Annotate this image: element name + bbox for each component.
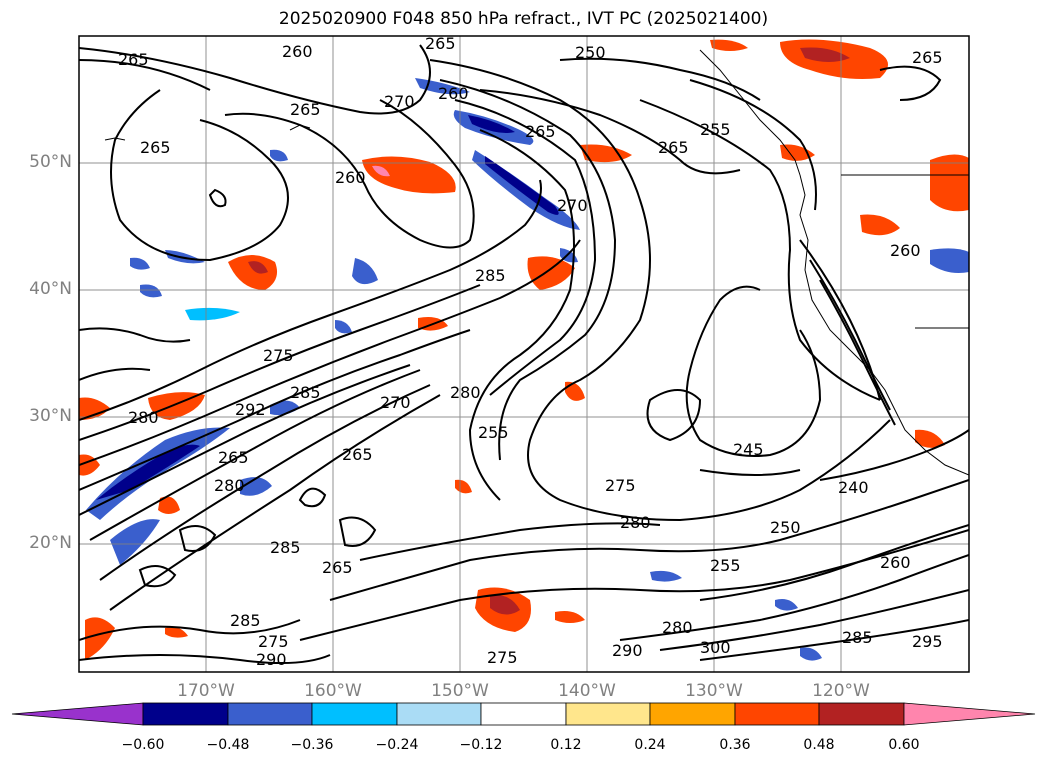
contour-label: 300 [700, 638, 731, 657]
lon-label: 170°W [177, 681, 235, 701]
colorbar-segment [734, 702, 820, 726]
colorbar-tick-label: 0.24 [634, 737, 666, 753]
contour-label: 285 [230, 611, 261, 630]
contour-label: 280 [214, 476, 245, 495]
contour-label: 265 [342, 445, 373, 464]
contour-label: 250 [770, 518, 801, 537]
coastline [104, 49, 969, 476]
contour-label: 280 [128, 408, 159, 427]
contour-label: 292 [235, 400, 266, 419]
contour-label: 270 [380, 393, 411, 412]
colorbar-tick-label: 0.12 [550, 737, 582, 753]
contour-label: 265 [425, 34, 456, 53]
lon-label: 160°W [304, 681, 362, 701]
contour-label: 250 [575, 43, 606, 62]
colorbar [11, 702, 1036, 726]
colorbar-tick-label: −0.48 [206, 737, 250, 753]
contour-label: 265 [912, 48, 943, 67]
contour-label: 285 [842, 628, 873, 647]
contour-label: 275 [263, 346, 294, 365]
contour-label: 255 [700, 120, 731, 139]
contour-label: 260 [438, 84, 469, 103]
contour-label: 265 [118, 50, 149, 69]
colorbar-tick-label: −0.12 [459, 737, 503, 753]
contour-label: 265 [525, 122, 556, 141]
lat-label: 20°N [29, 533, 72, 553]
colorbar-tick-label: −0.24 [375, 737, 419, 753]
contour-label: 270 [384, 92, 415, 111]
colorbar-tick-label: 0.60 [888, 737, 920, 753]
contour-label: 295 [912, 632, 943, 651]
colorbar-tick-label: −0.36 [290, 737, 334, 753]
colorbar-tick-label: −0.60 [121, 737, 165, 753]
lon-label: 140°W [558, 681, 616, 701]
colorbar-tick-label: 0.36 [719, 737, 751, 753]
colorbar-segment [396, 702, 482, 726]
contour-label: 265 [140, 138, 171, 157]
map-title: 2025020900 F048 850 hPa refract., IVT PC… [278, 9, 769, 29]
contour-label: 280 [450, 383, 481, 402]
contour-label: 270 [557, 196, 588, 215]
contour-label: 275 [258, 632, 289, 651]
contour-label: 285 [475, 266, 506, 285]
contour-label: 260 [890, 241, 921, 260]
colorbar-segment [903, 702, 1036, 726]
contour-label: 260 [335, 168, 366, 187]
contour-label: 240 [838, 478, 869, 497]
contour-label: 255 [710, 556, 741, 575]
map-frame [78, 35, 970, 673]
lon-label: 120°W [812, 681, 870, 701]
colorbar-segment [480, 702, 567, 726]
contour-label: 275 [487, 648, 518, 667]
contour-label: 290 [612, 641, 643, 660]
graticule [79, 36, 969, 672]
lat-label: 50°N [29, 152, 72, 172]
anomaly-patches [79, 39, 969, 661]
contour-label: 260 [880, 553, 911, 572]
lon-label: 130°W [685, 681, 743, 701]
colorbar-segment [227, 702, 313, 726]
contour-label: 265 [658, 138, 689, 157]
contour-label: 280 [662, 618, 693, 637]
contour-label: 255 [478, 423, 509, 442]
lat-label: 30°N [29, 406, 72, 426]
contour-label: 280 [620, 513, 651, 532]
lat-label: 40°N [29, 279, 72, 299]
colorbar-segment [11, 702, 144, 726]
contour-label: 265 [322, 558, 353, 577]
colorbar-tick-label: 0.48 [803, 737, 835, 753]
colorbar-segment [649, 702, 736, 726]
refractivity-contours [79, 44, 969, 665]
contour-label: 290 [256, 650, 287, 669]
colorbar-segment [565, 702, 651, 726]
contour-label: 260 [282, 42, 313, 61]
contour-label: 265 [290, 100, 321, 119]
colorbar-segment [311, 702, 398, 726]
colorbar-segment [142, 702, 229, 726]
colorbar-segment [818, 702, 905, 726]
contour-label: 245 [733, 440, 764, 459]
contour-label: 285 [270, 538, 301, 557]
contour-label: 265 [218, 448, 249, 467]
contour-label: 275 [605, 476, 636, 495]
lon-label: 150°W [431, 681, 489, 701]
contour-label: 285 [290, 383, 321, 402]
